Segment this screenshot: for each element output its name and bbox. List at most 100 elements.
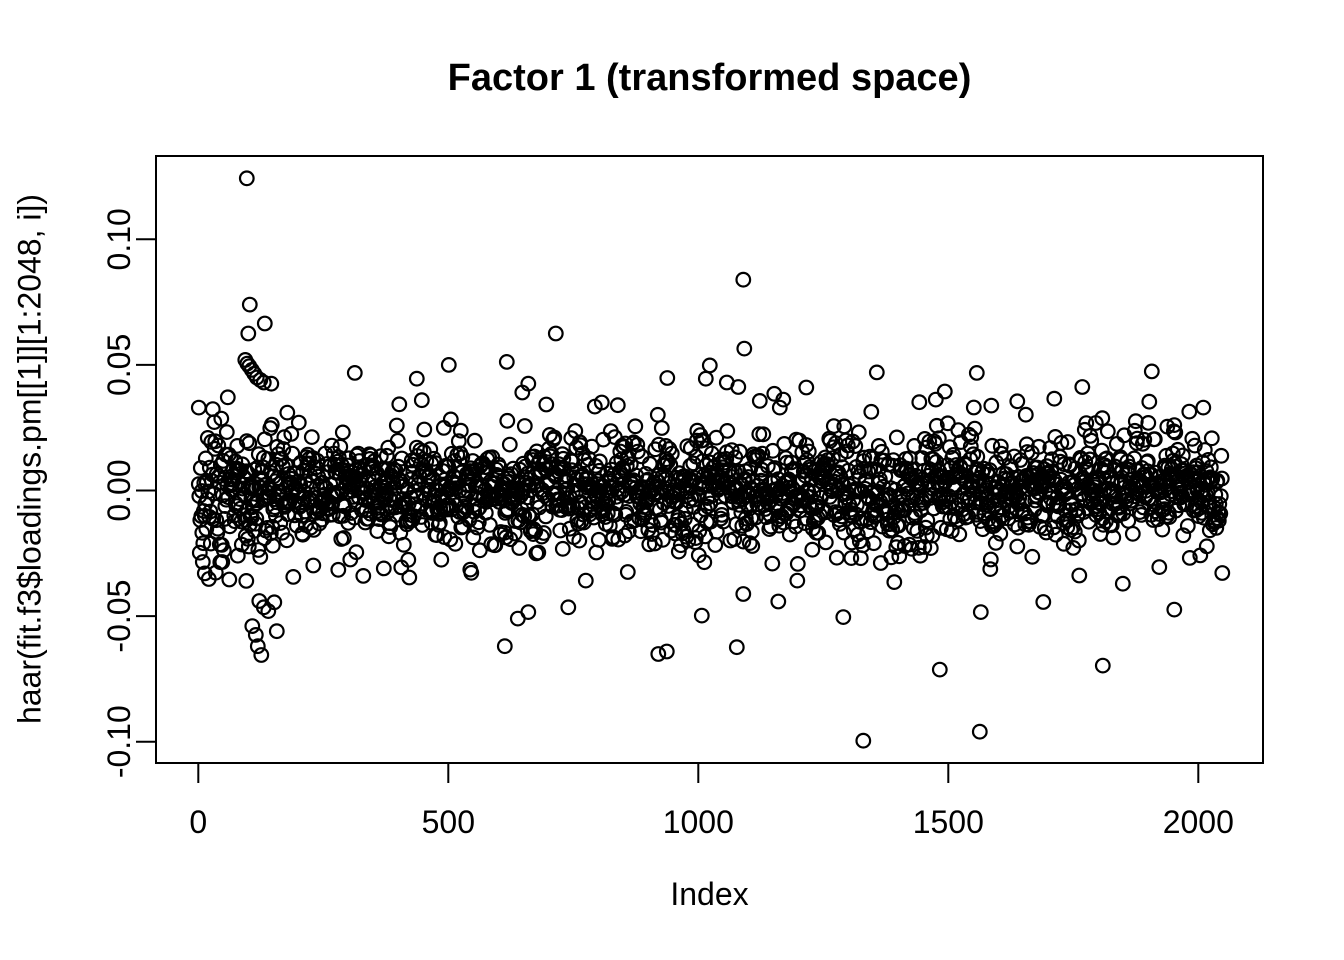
data-point — [1114, 575, 1131, 592]
data-point — [1017, 406, 1034, 423]
data-point — [1196, 442, 1213, 458]
data-point — [190, 399, 207, 416]
data-point — [1094, 657, 1111, 674]
data-point — [535, 525, 552, 541]
data-point — [916, 539, 933, 555]
data-point — [770, 593, 787, 610]
data-point — [804, 541, 821, 558]
data-point — [207, 433, 224, 450]
data-point — [249, 638, 266, 655]
data-point — [1184, 430, 1201, 447]
y-axis: -0.10 -0.05 0.00 0.05 0.10 — [101, 208, 156, 778]
data-point — [389, 432, 406, 449]
data-point — [252, 549, 269, 565]
data-point — [1212, 488, 1229, 505]
data-point — [227, 453, 244, 470]
data-point — [1083, 432, 1100, 449]
data-point — [912, 547, 929, 564]
data-point — [1174, 447, 1191, 464]
data-point — [670, 543, 687, 560]
data-point — [1210, 512, 1227, 529]
data-point — [400, 551, 417, 568]
data-point — [751, 393, 768, 409]
x-tick-label: 1500 — [913, 804, 984, 840]
x-axis-label: Index — [670, 876, 749, 912]
data-point — [910, 539, 927, 556]
data-point — [275, 441, 292, 457]
data-point — [1203, 430, 1220, 447]
data-point — [1179, 518, 1196, 534]
data-point — [572, 437, 589, 454]
x-tick-label: 0 — [189, 804, 207, 840]
data-point — [511, 540, 528, 556]
data-point — [447, 535, 464, 552]
data-point — [323, 437, 340, 454]
data-point — [414, 517, 431, 533]
data-point — [463, 564, 480, 581]
data-point — [571, 532, 588, 549]
data-point — [924, 527, 941, 544]
data-point — [268, 623, 285, 640]
data-point — [1213, 470, 1230, 487]
data-point — [570, 515, 587, 532]
data-point — [241, 435, 258, 452]
data-point — [852, 550, 869, 567]
data-point — [440, 357, 457, 373]
data-point — [1175, 527, 1192, 544]
data-point — [854, 537, 871, 554]
x-axis: 0 500 1000 1500 2000 — [189, 763, 1234, 840]
data-point — [906, 438, 923, 454]
data-point — [735, 586, 752, 602]
data-point — [1166, 417, 1183, 434]
data-point — [530, 544, 547, 561]
data-point — [302, 519, 319, 536]
data-point — [613, 483, 630, 500]
data-point — [194, 524, 211, 541]
data-point — [395, 536, 412, 553]
data-point — [290, 414, 307, 431]
data-point — [983, 397, 1000, 414]
data-point — [401, 569, 418, 586]
data-point — [936, 383, 953, 400]
data-point — [824, 450, 841, 467]
data-point — [435, 420, 452, 436]
data-point — [305, 557, 322, 574]
data-point — [755, 426, 772, 443]
data-point — [650, 436, 667, 453]
data-point — [607, 506, 624, 523]
data-point — [408, 370, 425, 387]
data-point — [659, 370, 676, 386]
data-point — [247, 627, 264, 643]
data-point — [1094, 410, 1111, 427]
data-point — [547, 325, 564, 342]
data-point — [798, 452, 815, 469]
data-point — [266, 594, 283, 611]
data-point — [240, 325, 257, 342]
data-point — [992, 525, 1009, 542]
data-point — [1055, 535, 1072, 552]
data-point — [609, 397, 626, 414]
data-point — [443, 445, 460, 462]
data-point — [987, 535, 1004, 551]
data-point — [945, 447, 962, 463]
data-point — [555, 450, 572, 467]
data-point — [848, 497, 865, 513]
data-point — [765, 461, 782, 478]
data-point — [719, 423, 736, 439]
data-point — [213, 410, 230, 427]
data-point — [629, 443, 646, 460]
data-point — [588, 544, 605, 561]
data-point — [825, 418, 842, 435]
data-point — [481, 517, 498, 533]
data-point — [1141, 393, 1158, 410]
data-point — [850, 424, 867, 441]
data-point — [650, 646, 667, 662]
data-point — [1071, 567, 1088, 584]
data-point — [641, 536, 658, 553]
data-point — [1099, 423, 1116, 440]
data-point — [391, 396, 408, 413]
data-point — [1146, 431, 1163, 448]
data-point — [876, 452, 893, 469]
data-point — [194, 554, 211, 570]
